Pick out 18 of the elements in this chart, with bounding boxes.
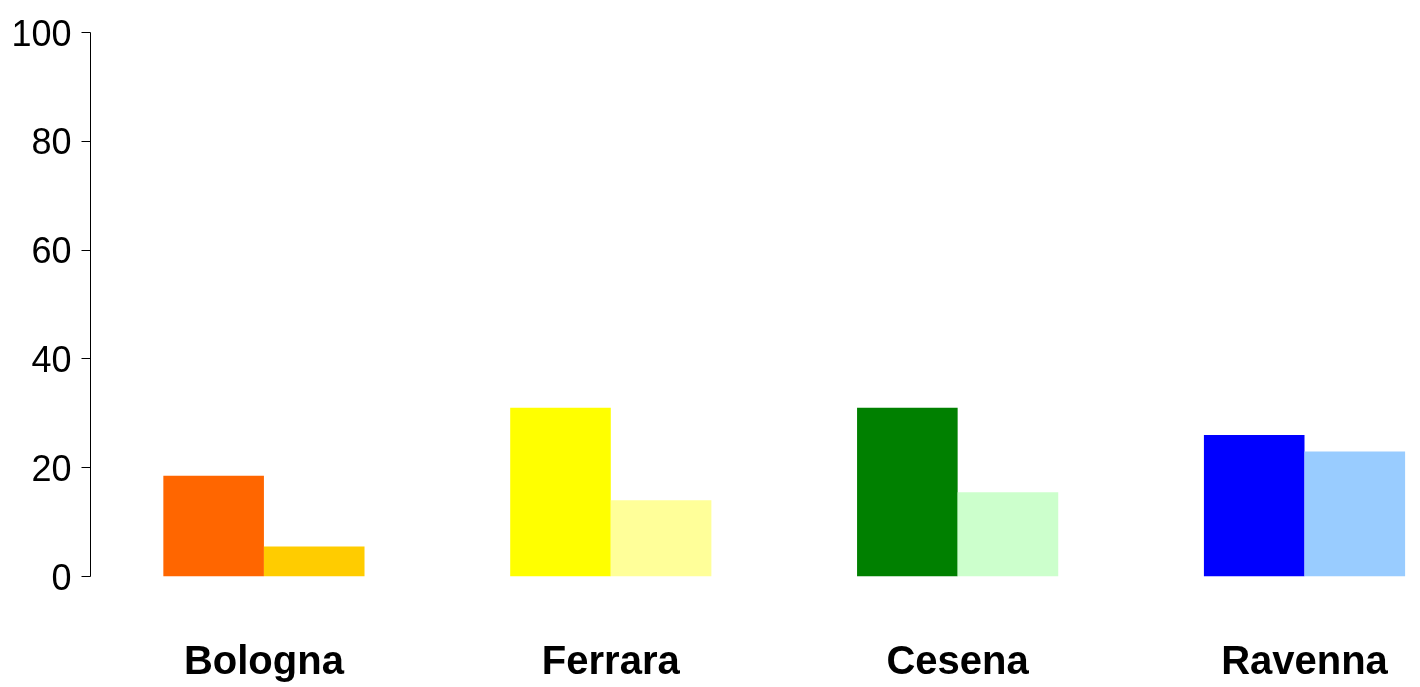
y-tick-label: 0 bbox=[51, 556, 72, 598]
x-tick-label: Ferrara bbox=[541, 637, 681, 682]
y-tick-label: 60 bbox=[31, 230, 72, 272]
bar bbox=[1203, 435, 1305, 577]
bar bbox=[610, 500, 712, 577]
bar bbox=[263, 546, 365, 577]
bar bbox=[163, 475, 264, 577]
x-tick-label: Cesena bbox=[886, 637, 1030, 682]
bar bbox=[957, 492, 1059, 577]
y-tick-label: 80 bbox=[31, 121, 72, 163]
y-tick-label: 100 bbox=[11, 12, 72, 54]
bar bbox=[857, 407, 958, 577]
y-tick-label: 20 bbox=[31, 447, 72, 489]
y-tick-label: 40 bbox=[31, 338, 72, 380]
bar bbox=[510, 407, 611, 577]
bar bbox=[1304, 451, 1406, 577]
x-tick-label: Bologna bbox=[183, 637, 345, 682]
x-tick-label: Ravenna bbox=[1221, 637, 1389, 682]
